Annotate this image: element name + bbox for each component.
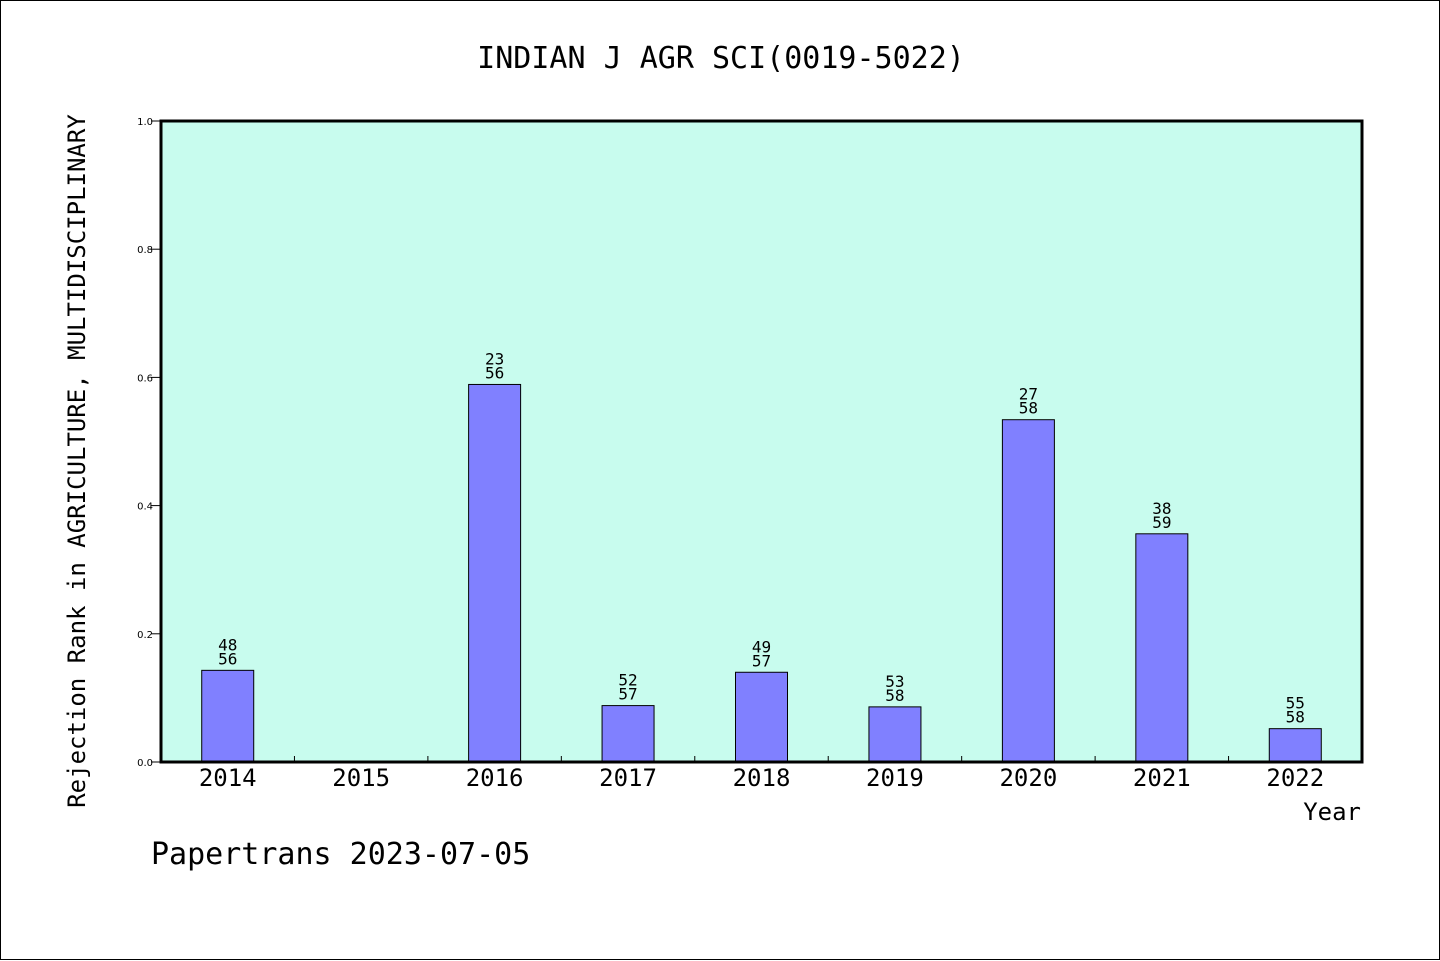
x-tick-label: 2017: [599, 764, 657, 792]
bar: [468, 383, 522, 763]
bar-label-rank: 52: [618, 671, 637, 690]
x-tick-label: 2021: [1133, 764, 1191, 792]
bar: [1135, 533, 1189, 763]
x-tick-label: 2022: [1266, 764, 1324, 792]
bar-label-rank: 53: [885, 672, 904, 691]
bar-label-total: 57: [618, 685, 637, 704]
bar: [868, 706, 922, 763]
bar-label-rank: 49: [752, 637, 771, 656]
y-tick-label: 0.6: [137, 373, 153, 384]
y-tick-label: 0.8: [137, 245, 153, 256]
x-tick-label: 2019: [866, 764, 924, 792]
footer-credit: Papertrans 2023-07-05: [151, 837, 530, 872]
y-tick-label: 0.2: [137, 630, 153, 641]
bar-label-total: 56: [485, 363, 504, 382]
bar-label-total: 58: [885, 686, 904, 705]
y-axis-label: Rejection Rank in AGRICULTURE, MULTIDISC…: [63, 114, 91, 808]
x-axis-label: Year: [1303, 798, 1361, 826]
bar-label-rank: 23: [485, 349, 504, 368]
bar-label-total: 58: [1286, 708, 1305, 727]
plot-border: [159, 119, 1364, 764]
bar: [1001, 419, 1055, 763]
bar-label-rank: 38: [1152, 499, 1171, 518]
bar-label-rank: 55: [1286, 694, 1305, 713]
bar: [601, 705, 655, 763]
bar: [735, 671, 788, 763]
y-tick-label: 0.4: [137, 502, 153, 513]
bar-label-total: 57: [752, 651, 771, 670]
bar: [201, 669, 255, 763]
x-tick-label: 2018: [733, 764, 791, 792]
x-tick-label: 2014: [199, 764, 257, 792]
x-tick-label: 2015: [332, 764, 390, 792]
bar-label-rank: 27: [1019, 385, 1038, 404]
y-tick-label: 1.0: [137, 117, 153, 128]
bar-label-total: 59: [1152, 513, 1171, 532]
chart-title: INDIAN J AGR SCI(0019-5022): [477, 41, 965, 76]
bar-label-total: 58: [1019, 399, 1038, 418]
bar-label-total: 56: [218, 649, 237, 668]
x-tick-label: 2016: [466, 764, 524, 792]
bar-label-rank: 48: [218, 635, 237, 654]
y-tick-label: 0.0: [137, 758, 153, 769]
bar: [1268, 728, 1322, 763]
x-tick-label: 2020: [999, 764, 1057, 792]
